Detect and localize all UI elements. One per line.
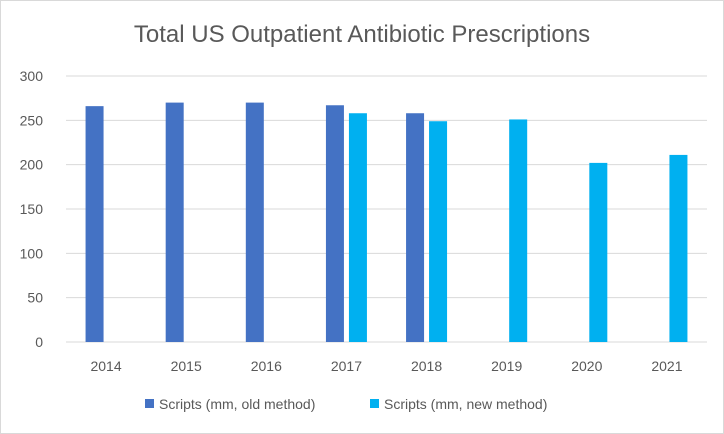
y-tick-label: 100 <box>20 245 44 261</box>
y-tick-label: 300 <box>20 68 44 84</box>
y-axis-ticks: 0 50 100 150 200 250 300 <box>20 68 44 350</box>
bar-old-method-2015 <box>165 102 184 342</box>
y-tick-label: 200 <box>20 157 44 173</box>
y-tick-label: 150 <box>20 201 44 217</box>
x-tick-label: 2017 <box>331 358 362 374</box>
gridlines <box>66 75 707 343</box>
x-tick-label: 2014 <box>90 358 121 374</box>
legend-label-new-method: Scripts (mm, new method) <box>384 396 547 412</box>
bar-old-method-2017 <box>325 105 344 342</box>
legend-swatch-old-method <box>145 399 154 408</box>
x-axis-ticks: 2014 2015 2016 2017 2018 2019 2020 2021 <box>90 358 682 374</box>
x-tick-label: 2019 <box>491 358 522 374</box>
bar-old-method-2016 <box>245 102 264 342</box>
bar-new-method-2018 <box>429 121 448 342</box>
y-tick-label: 0 <box>35 334 43 350</box>
bar-new-method-2021 <box>669 154 688 342</box>
bar-old-method-2018 <box>406 113 425 343</box>
legend-label-old-method: Scripts (mm, old method) <box>159 396 315 412</box>
legend-swatch-new-method <box>370 399 379 408</box>
legend: Scripts (mm, old method) Scripts (mm, ne… <box>145 396 547 412</box>
bar-new-method-2017 <box>348 113 367 343</box>
x-tick-label: 2021 <box>651 358 682 374</box>
x-tick-label: 2020 <box>571 358 602 374</box>
y-tick-label: 250 <box>20 112 44 128</box>
x-tick-label: 2016 <box>251 358 282 374</box>
bars <box>85 102 688 343</box>
bar-new-method-2019 <box>509 119 528 343</box>
chart-title: Total US Outpatient Antibiotic Prescript… <box>134 21 590 48</box>
x-tick-label: 2015 <box>171 358 202 374</box>
x-tick-label: 2018 <box>411 358 442 374</box>
y-tick-label: 50 <box>27 290 43 306</box>
bar-old-method-2014 <box>85 106 104 342</box>
bar-new-method-2020 <box>589 162 608 342</box>
